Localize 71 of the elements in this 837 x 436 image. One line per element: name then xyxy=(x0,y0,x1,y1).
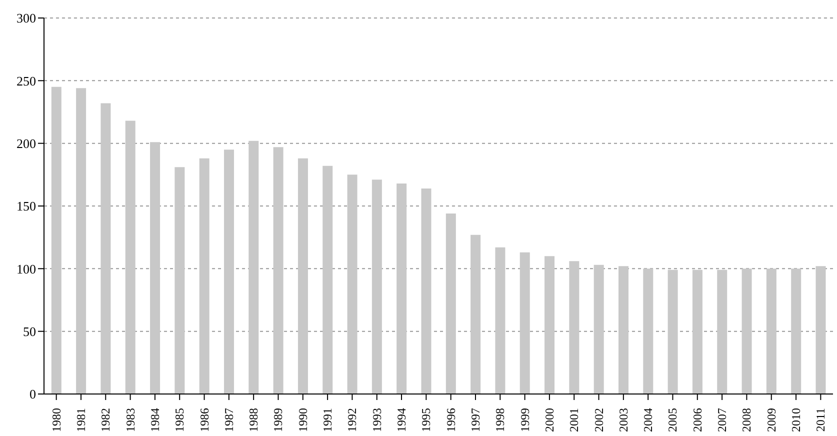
bar xyxy=(717,270,728,394)
y-tick-label: 150 xyxy=(16,198,36,214)
bar xyxy=(766,268,776,394)
bar xyxy=(742,268,752,394)
bar xyxy=(446,214,456,394)
bar xyxy=(224,150,234,394)
bar xyxy=(643,268,654,394)
x-tick-label: 2011 xyxy=(814,408,828,432)
bar xyxy=(668,270,678,394)
x-tick-label: 1981 xyxy=(74,408,88,432)
x-tick-label: 1998 xyxy=(493,408,508,432)
bar xyxy=(569,261,580,394)
y-tick-label: 50 xyxy=(23,324,36,339)
bar xyxy=(125,120,136,394)
bar xyxy=(174,167,185,394)
x-tick-label: 1996 xyxy=(444,408,458,432)
x-tick-label: 1995 xyxy=(419,408,434,432)
y-tick-label: 250 xyxy=(16,73,36,88)
bar xyxy=(273,147,284,394)
y-tick-label: 200 xyxy=(16,136,36,151)
bar xyxy=(816,266,826,394)
x-tick-label: 1990 xyxy=(296,408,310,432)
x-tick-label: 2009 xyxy=(764,408,778,432)
x-tick-label: 2000 xyxy=(542,408,556,432)
x-tick-label: 1992 xyxy=(345,408,360,432)
x-tick-label: 2005 xyxy=(666,408,680,432)
x-tick-label: 1983 xyxy=(123,408,138,432)
x-tick-label: 1993 xyxy=(370,408,384,432)
y-tick-label: 300 xyxy=(16,10,36,26)
x-tick-label: 2002 xyxy=(592,408,606,432)
x-tick-label: 2007 xyxy=(715,408,730,432)
bar xyxy=(495,247,506,394)
y-tick-label: 0 xyxy=(30,386,36,402)
bar xyxy=(421,188,432,394)
bar xyxy=(594,264,604,394)
bar xyxy=(248,140,259,394)
bar xyxy=(372,180,382,394)
x-tick-label: 1994 xyxy=(394,408,409,432)
bar xyxy=(791,268,802,394)
bar xyxy=(76,88,86,394)
bar xyxy=(347,174,358,394)
bar xyxy=(520,252,530,394)
y-tick-label: 100 xyxy=(16,261,36,276)
bar xyxy=(298,158,308,394)
bar xyxy=(199,158,210,394)
bar xyxy=(322,166,333,394)
x-tick-label: 1985 xyxy=(172,408,187,432)
bar xyxy=(51,86,62,394)
x-tick-label: 1991 xyxy=(320,408,335,432)
bar xyxy=(100,103,111,394)
bar xyxy=(470,234,481,394)
x-tick-label: 1984 xyxy=(148,408,162,432)
x-tick-label: 2006 xyxy=(690,408,704,432)
bar xyxy=(396,183,407,394)
x-tick-label: 1999 xyxy=(518,408,532,432)
x-tick-label: 2010 xyxy=(789,408,804,432)
x-tick-label: 2008 xyxy=(740,408,754,432)
x-tick-label: 1988 xyxy=(246,408,261,432)
bar xyxy=(618,266,628,394)
x-tick-label: 1987 xyxy=(222,408,236,432)
x-tick-label: 2001 xyxy=(567,408,582,432)
x-tick-label: 2003 xyxy=(616,408,630,432)
bar xyxy=(150,142,160,394)
x-tick-label: 1982 xyxy=(98,408,113,432)
x-tick-label: 1986 xyxy=(197,408,212,432)
bar xyxy=(692,270,702,394)
bar xyxy=(544,256,555,394)
x-tick-label: 2004 xyxy=(641,408,656,432)
x-tick-label: 1997 xyxy=(468,408,482,432)
x-tick-label: 1989 xyxy=(271,408,286,432)
x-tick-label: 1980 xyxy=(49,408,64,432)
